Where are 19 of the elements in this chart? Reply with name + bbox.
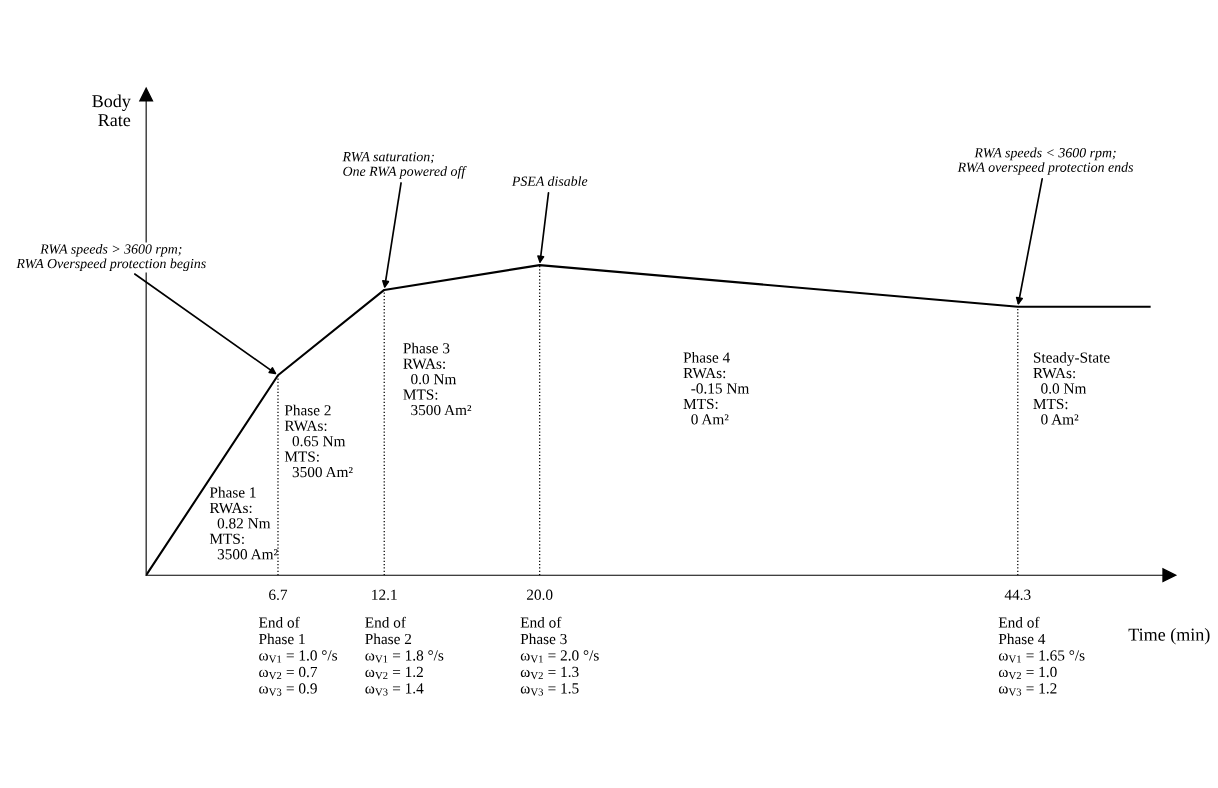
text: End of Phase 1 ω$_{V1}$ = 1.0 °/s ω$_{V2}$ = 0.7 ω$_{V3}$ = 0.9: [258, 616, 338, 696]
annotation: Phase 2 RWAs: 0.65 Nm MTS: 3500 Am²: [284, 404, 353, 478]
x-tick-label: 12.1: [372, 589, 397, 600]
x-tick-label: 6.7: [269, 589, 288, 600]
annotation: Phase 1 RWAs: 0.82 Nm MTS: 3500 Am²: [209, 486, 278, 560]
text: Body Rate: [92, 94, 131, 127]
annotation: RWA speeds < 3600 rpm; RWA overspeed protection ends: [957, 147, 1134, 175]
annotation: Steady-State RWAs: 0.0 Nm MTS: 0 Am²: [1033, 351, 1110, 425]
annotation: Phase 3 RWAs: 0.0 Nm MTS: 3500 Am²: [403, 342, 472, 416]
text: End of Phase 2 ω$_{V1}$ = 1.8 °/s ω$_{V2}$ = 1.2 ω$_{V3}$ = 1.4: [365, 616, 444, 696]
x-tick-label: 44.3: [1004, 589, 1031, 600]
x-axis-title: Time (min): [1128, 628, 1210, 645]
annotation: PSEA disable: [511, 176, 588, 186]
annotation: Phase 4 RWAs: -0.15 Nm MTS: 0 Am²: [683, 351, 750, 425]
annotation: RWA saturation; One RWA powered off: [342, 151, 467, 179]
x-tick-label: 20.0: [526, 589, 553, 600]
text: End of Phase 3 ω$_{V1}$ = 2.0 °/s ω$_{V2}$ = 1.3 ω$_{V3}$ = 1.5: [520, 616, 599, 696]
text: End of Phase 4 ω$_{V1}$ = 1.65 °/s ω$_{V2}$ = 1.0 ω$_{V3}$ = 1.2: [998, 616, 1085, 696]
annotation: RWA speeds > 3600 rpm; RWA Overspeed protection begins: [16, 243, 206, 272]
